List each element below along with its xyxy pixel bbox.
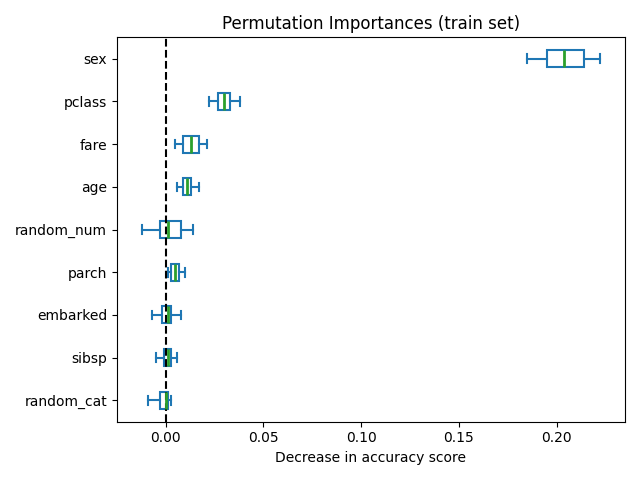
X-axis label: Decrease in accuracy score: Decrease in accuracy score xyxy=(275,451,467,465)
PathPatch shape xyxy=(183,135,199,153)
PathPatch shape xyxy=(218,93,230,110)
PathPatch shape xyxy=(164,349,172,366)
Title: Permutation Importances (train set): Permutation Importances (train set) xyxy=(222,15,520,33)
PathPatch shape xyxy=(162,306,172,324)
PathPatch shape xyxy=(183,178,191,195)
PathPatch shape xyxy=(160,221,181,238)
PathPatch shape xyxy=(160,392,168,409)
PathPatch shape xyxy=(547,50,584,67)
PathPatch shape xyxy=(172,264,179,281)
